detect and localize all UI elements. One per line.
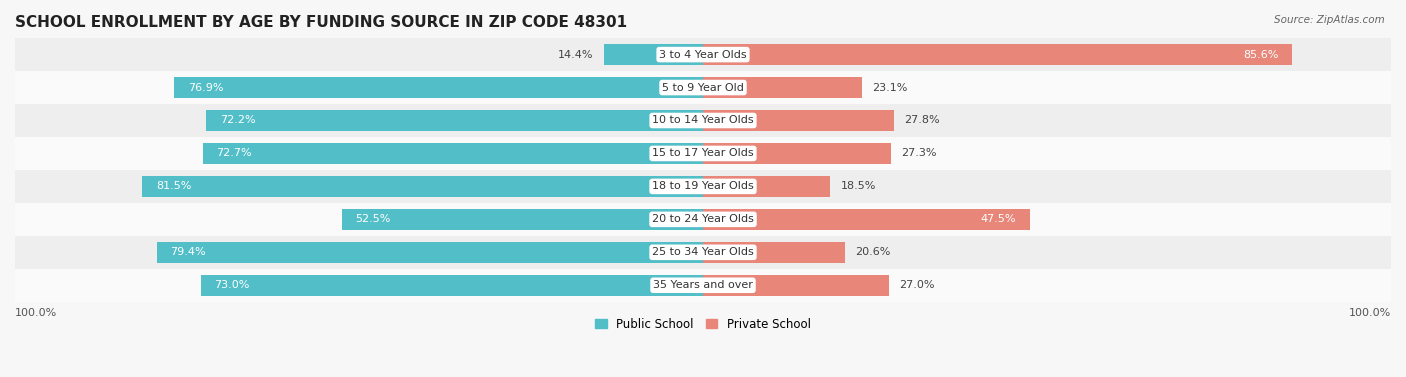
Bar [605,44,703,65]
Bar [703,208,1029,230]
Text: SCHOOL ENROLLMENT BY AGE BY FUNDING SOURCE IN ZIP CODE 48301: SCHOOL ENROLLMENT BY AGE BY FUNDING SOUR… [15,15,627,30]
Bar [15,38,1391,71]
Text: 10 to 14 Year Olds: 10 to 14 Year Olds [652,115,754,126]
Bar [15,203,1391,236]
Bar [703,110,894,131]
Bar [15,137,1391,170]
Bar [703,274,889,296]
Text: 18 to 19 Year Olds: 18 to 19 Year Olds [652,181,754,192]
Text: 14.4%: 14.4% [558,50,593,60]
Text: 79.4%: 79.4% [170,247,207,257]
Text: 3 to 4 Year Olds: 3 to 4 Year Olds [659,50,747,60]
Bar [156,242,703,263]
Text: 20 to 24 Year Olds: 20 to 24 Year Olds [652,215,754,224]
Text: 76.9%: 76.9% [187,83,224,92]
Text: 25 to 34 Year Olds: 25 to 34 Year Olds [652,247,754,257]
Text: 27.8%: 27.8% [904,115,941,126]
Bar [207,110,703,131]
Bar [142,176,703,197]
Text: 20.6%: 20.6% [855,247,890,257]
Text: 15 to 17 Year Olds: 15 to 17 Year Olds [652,149,754,158]
Text: 72.2%: 72.2% [219,115,256,126]
Text: 35 Years and over: 35 Years and over [652,280,754,290]
Bar [15,71,1391,104]
Bar [703,242,845,263]
Text: 73.0%: 73.0% [215,280,250,290]
Text: 52.5%: 52.5% [356,215,391,224]
Text: 27.3%: 27.3% [901,149,936,158]
Bar [703,143,891,164]
Bar [15,104,1391,137]
Text: 100.0%: 100.0% [1348,308,1391,318]
Text: 5 to 9 Year Old: 5 to 9 Year Old [662,83,744,92]
Bar [342,208,703,230]
Text: 72.7%: 72.7% [217,149,252,158]
Bar [703,77,862,98]
Text: 18.5%: 18.5% [841,181,876,192]
Legend: Public School, Private School: Public School, Private School [591,313,815,336]
Text: 27.0%: 27.0% [898,280,935,290]
Text: 85.6%: 85.6% [1243,50,1278,60]
Bar [15,269,1391,302]
Text: Source: ZipAtlas.com: Source: ZipAtlas.com [1274,15,1385,25]
Bar [703,44,1292,65]
Bar [174,77,703,98]
Text: 23.1%: 23.1% [872,83,908,92]
Bar [201,274,703,296]
Bar [15,236,1391,269]
Text: 47.5%: 47.5% [980,215,1017,224]
Bar [15,170,1391,203]
Bar [202,143,703,164]
Text: 100.0%: 100.0% [15,308,58,318]
Text: 81.5%: 81.5% [156,181,191,192]
Bar [703,176,831,197]
